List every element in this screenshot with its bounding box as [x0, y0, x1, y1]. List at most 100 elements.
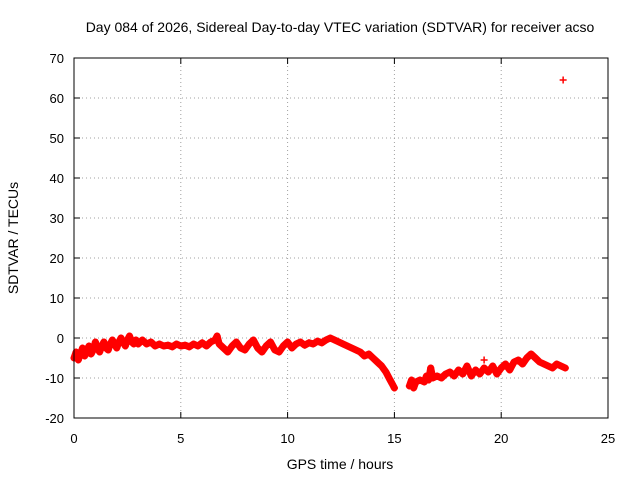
- data-point: [536, 358, 544, 366]
- data-band-segment-0: [70, 332, 398, 392]
- data-point: [96, 348, 104, 356]
- x-axis-label: GPS time / hours: [287, 456, 394, 472]
- y-tick-label: -10: [45, 371, 64, 386]
- data-point: [407, 376, 415, 384]
- data-point: [296, 338, 304, 346]
- data-point: [258, 348, 266, 356]
- data-point: [98, 342, 106, 350]
- data-point: [213, 332, 221, 340]
- data-point: [442, 370, 450, 378]
- data-point: [220, 344, 228, 352]
- data-point: [527, 350, 535, 358]
- data-point: [111, 340, 119, 348]
- data-point: [553, 360, 561, 368]
- data-point: [279, 342, 287, 350]
- data-point: [87, 350, 95, 358]
- data-point: [463, 362, 471, 370]
- x-tick-label: 20: [494, 431, 508, 446]
- data-point: [412, 378, 420, 386]
- data-point: [339, 340, 347, 348]
- y-tick-label: 0: [57, 331, 64, 346]
- data-point: [147, 338, 155, 346]
- data-point: [117, 334, 125, 342]
- plot-frame: [73, 57, 609, 419]
- data-point: [510, 358, 518, 366]
- data-point: [123, 336, 131, 344]
- data-point: [138, 336, 146, 344]
- y-axis-ticks: -20 -10 0 10 20 30 40 50 60 70: [45, 51, 608, 426]
- data-point: [267, 338, 275, 346]
- data-point: [420, 378, 428, 386]
- data-point: [405, 382, 413, 390]
- data-point: [228, 342, 236, 350]
- data-point: [89, 346, 97, 354]
- data-point: [181, 341, 189, 349]
- data-point: [365, 350, 373, 358]
- y-tick-label: 20: [50, 251, 64, 266]
- data-point: [91, 338, 99, 346]
- x-tick-label: 25: [601, 431, 615, 446]
- data-point: [386, 376, 394, 384]
- data-point: [433, 372, 441, 380]
- data-point: [410, 384, 418, 392]
- data-point: [74, 356, 82, 364]
- data-point: [467, 372, 475, 380]
- data-point: [544, 362, 552, 370]
- data-point: [132, 336, 140, 344]
- data-point: [215, 340, 223, 348]
- data-point: [318, 339, 326, 347]
- data-point: [450, 372, 458, 380]
- y-tick-label: 30: [50, 211, 64, 226]
- data-point: [301, 341, 309, 349]
- chart-title: Day 084 of 2026, Sidereal Day-to-day VTE…: [86, 19, 595, 35]
- x-axis-ticks: 0 5 10 15 20 25: [70, 58, 615, 446]
- data-point: [454, 366, 462, 374]
- data-point: [249, 336, 257, 344]
- x-tick-label: 15: [387, 431, 401, 446]
- data-point: [472, 366, 480, 374]
- data-point: [356, 348, 364, 356]
- data-point: [476, 370, 484, 378]
- data-point: [557, 362, 565, 370]
- data-point: [314, 337, 322, 345]
- data-point: [100, 338, 108, 346]
- data-point: [121, 342, 129, 350]
- y-tick-label: -20: [45, 411, 64, 426]
- x-tick-label: 10: [280, 431, 294, 446]
- data-point: [335, 338, 343, 346]
- data-point: [382, 368, 390, 376]
- data-point: [284, 338, 292, 346]
- data-point: [275, 348, 283, 356]
- data-point: [224, 348, 232, 356]
- data-point: [523, 354, 531, 362]
- data-point: [459, 370, 467, 378]
- data-point: [93, 344, 101, 352]
- data-point: [416, 376, 424, 384]
- data-point: [514, 356, 522, 364]
- data-point: [185, 343, 193, 351]
- data-point: [85, 342, 93, 350]
- data-point: [343, 342, 351, 350]
- data-point: [348, 344, 356, 352]
- data-point: [561, 364, 569, 372]
- x-tick-label: 0: [70, 431, 77, 446]
- data-band-segment-1: [405, 350, 569, 392]
- data-point: [360, 352, 368, 360]
- y-axis-label: SDTVAR / TECUs: [5, 182, 21, 294]
- data-point: [422, 372, 430, 380]
- data-point: [388, 380, 396, 388]
- data-point: [155, 340, 163, 348]
- data-point: [384, 372, 392, 380]
- data-point: [352, 346, 360, 354]
- data-point: [81, 352, 89, 360]
- data-point: [559, 76, 567, 84]
- data-point: [288, 344, 296, 352]
- data-point: [126, 332, 134, 340]
- data-point: [484, 368, 492, 376]
- y-tick-label: 60: [50, 91, 64, 106]
- data-point: [305, 339, 313, 347]
- data-point: [198, 339, 206, 347]
- y-tick-label: 50: [50, 131, 64, 146]
- data-point: [480, 356, 488, 364]
- data-point: [202, 342, 210, 350]
